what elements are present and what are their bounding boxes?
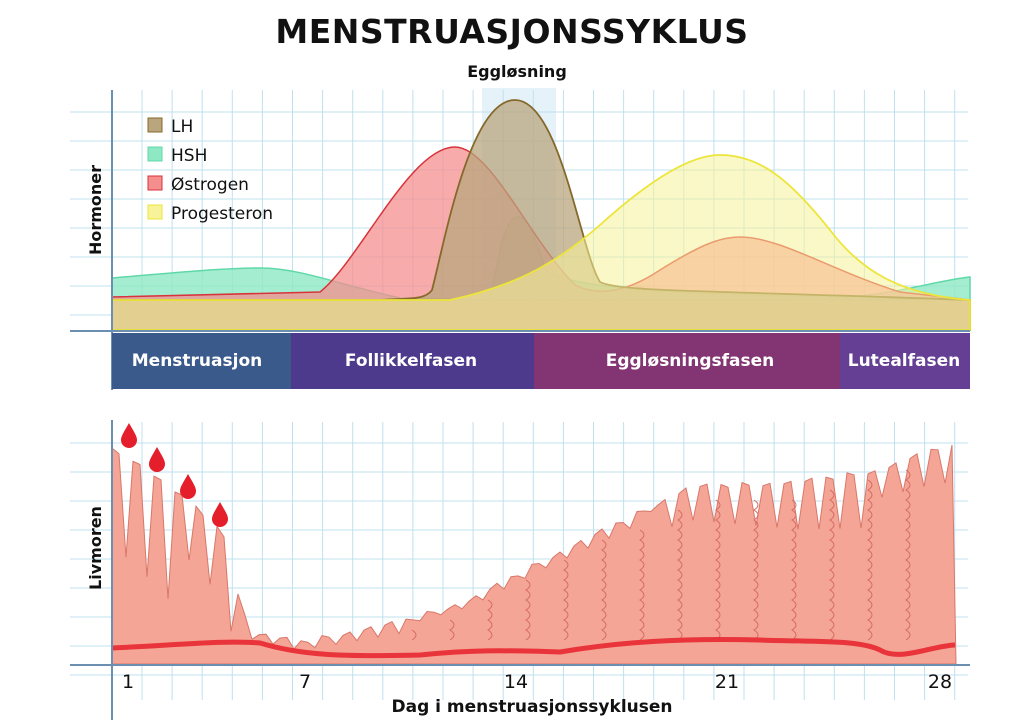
legend: LH HSH Østrogen Progesteron	[147, 117, 273, 224]
gland-coil	[677, 509, 683, 641]
gland-coil	[867, 479, 873, 641]
gland-coils	[411, 469, 911, 641]
phase-egglosningsfasen	[534, 333, 840, 389]
phase-lutealfasen	[840, 333, 970, 389]
gland-coil	[563, 559, 569, 641]
x-tick: 14	[504, 671, 528, 693]
blood-drop-icon	[180, 474, 196, 499]
endometrium-illustration	[111, 423, 957, 665]
legend-label-ostrogen: Østrogen	[171, 175, 249, 195]
gland-coil	[487, 599, 493, 641]
curve-progesteron	[111, 154, 971, 331]
phase-label: Menstruasjon	[132, 351, 262, 371]
gland-coil	[411, 629, 417, 641]
phase-bar: Menstruasjon Follikkelfasen Eggløsningsf…	[112, 333, 970, 389]
phase-label: Follikkelfasen	[345, 351, 477, 371]
blood-drop-icon	[149, 447, 165, 472]
gland-coil	[449, 619, 455, 641]
legend-label-hsh: HSH	[171, 146, 207, 166]
legend-swatch-progesteron	[147, 204, 163, 220]
x-tick: 1	[122, 671, 134, 693]
x-axis-label: Dag i menstruasjonssyklusen	[392, 697, 673, 717]
phase-label: Eggløsningsfasen	[606, 351, 775, 371]
gland-coil	[601, 539, 607, 641]
blood-vessel	[111, 637, 956, 659]
blood-drop-icon	[212, 502, 228, 527]
uterus-axis-label: Livmoren	[86, 506, 105, 590]
gland-coil	[753, 499, 759, 641]
blood-drops	[121, 423, 228, 527]
gland-coil	[715, 499, 721, 641]
legend-swatch-lh	[147, 117, 163, 133]
legend-label-progesteron: Progesteron	[171, 204, 273, 224]
gland-coil	[525, 579, 531, 641]
gland-coil	[791, 499, 797, 641]
phase-menstruasjon	[112, 333, 291, 389]
legend-swatch-ostrogen	[147, 175, 163, 191]
page-title: MENSTRUASJONSSYKLUS	[275, 12, 749, 51]
hormone-curves	[111, 99, 971, 331]
legend-swatch-hsh	[147, 146, 163, 162]
phase-label: Lutealfasen	[848, 351, 961, 371]
hormones-axis-label: Hormoner	[86, 165, 105, 255]
gland-coil	[829, 489, 835, 641]
blood-drop-icon	[121, 423, 137, 448]
x-tick: 21	[715, 671, 739, 693]
gland-coil	[905, 469, 911, 641]
ovulation-label: Eggløsning	[467, 62, 567, 81]
x-tick: 7	[299, 671, 311, 693]
phase-follikkelfasen	[291, 333, 534, 389]
legend-label-lh: LH	[171, 117, 193, 137]
gland-coil	[639, 529, 645, 641]
x-tick: 28	[928, 671, 952, 693]
endometrium-tissue	[111, 444, 957, 665]
